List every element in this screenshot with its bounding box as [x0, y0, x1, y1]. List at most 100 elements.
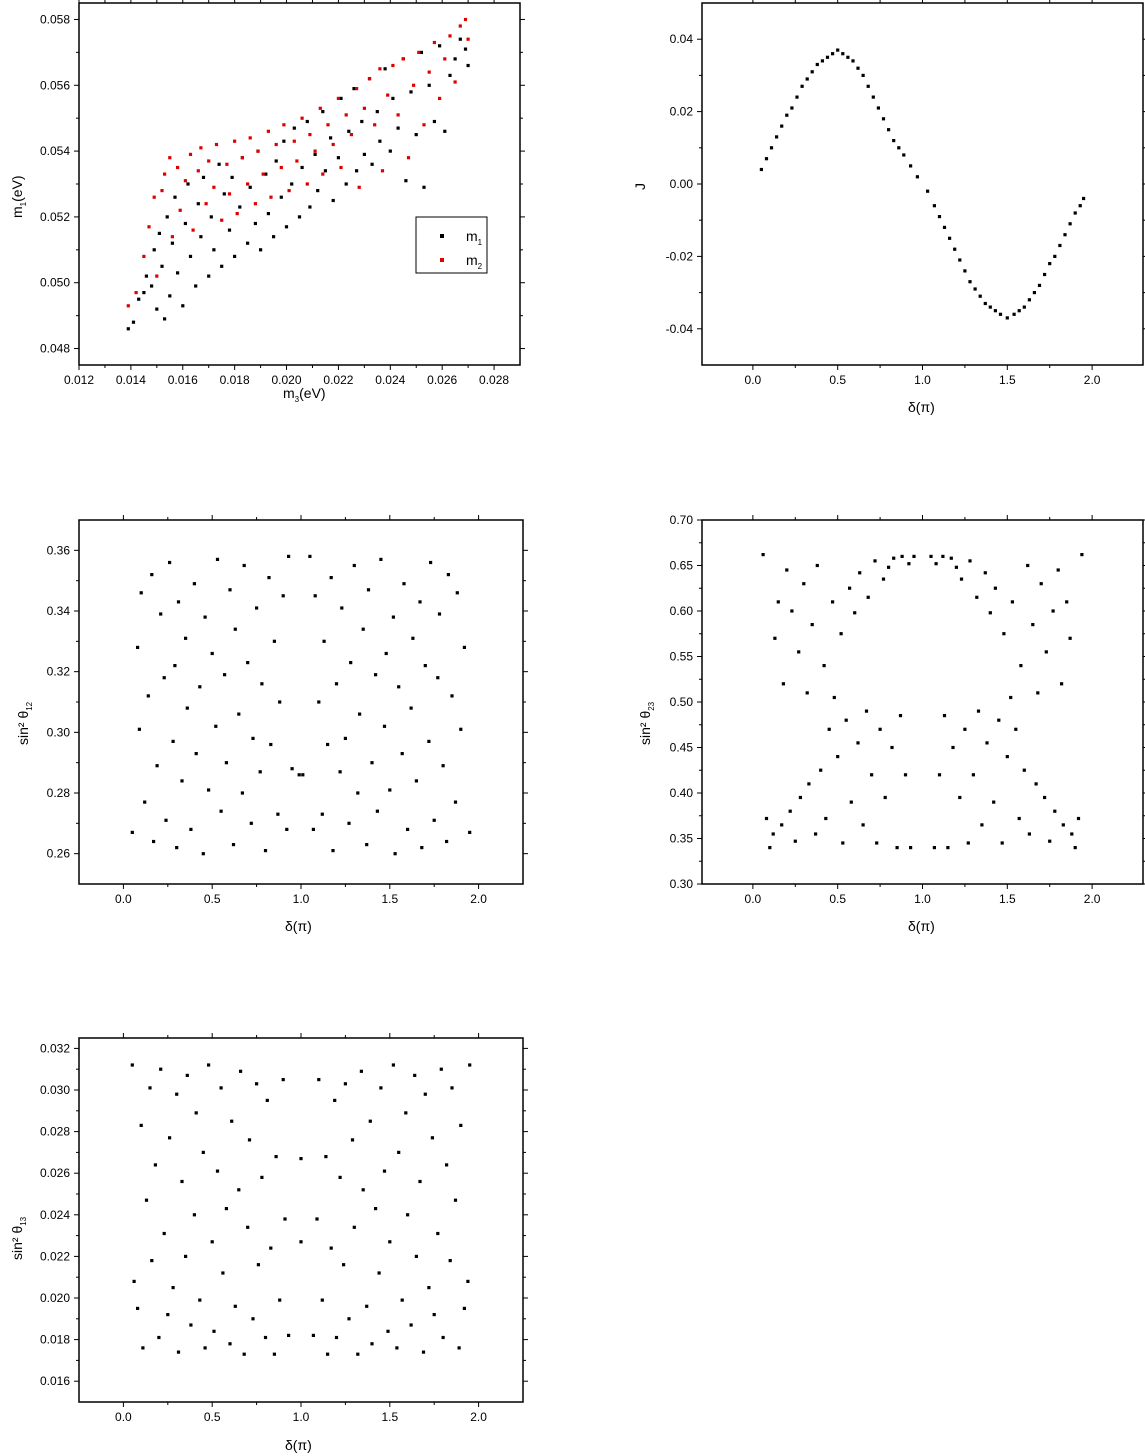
- data-point-series-1: [432, 119, 436, 124]
- data-point: [299, 1157, 303, 1161]
- data-point: [311, 827, 315, 831]
- data-point: [932, 846, 936, 850]
- data-point: [1036, 691, 1040, 695]
- data-point-series-1: [144, 274, 148, 278]
- data-point: [985, 741, 989, 745]
- y-tick-label: -0.04: [666, 322, 694, 336]
- data-point-series-1: [282, 139, 286, 143]
- data-point-series-1: [222, 192, 226, 196]
- data-point: [388, 1240, 392, 1244]
- data-point: [1068, 222, 1072, 226]
- data-point-series-2: [300, 116, 304, 120]
- y-tick-label: 0.28: [47, 786, 71, 800]
- data-point: [361, 1188, 365, 1192]
- data-point: [1073, 846, 1077, 850]
- data-point-series-1: [157, 231, 161, 235]
- data-point-series-1: [142, 291, 146, 295]
- data-point: [215, 1169, 220, 1173]
- data-point: [247, 1138, 252, 1142]
- data-point: [409, 706, 413, 710]
- data-point: [805, 77, 809, 81]
- data-point-series-1: [458, 37, 462, 41]
- y-tick-label: 0.054: [40, 144, 70, 158]
- data-point-series-1: [422, 185, 426, 189]
- data-point: [361, 627, 365, 631]
- data-point-series-2: [176, 165, 180, 170]
- data-point: [841, 52, 845, 56]
- data-point-series-1: [453, 57, 457, 61]
- data-point: [1027, 298, 1031, 302]
- data-point: [466, 1279, 470, 1283]
- data-point: [258, 770, 262, 774]
- data-point-series-2: [427, 70, 431, 74]
- data-point: [418, 1179, 422, 1184]
- data-point: [900, 554, 904, 558]
- data-point-series-2: [282, 123, 286, 127]
- data-point: [781, 682, 785, 686]
- data-point-series-2: [339, 165, 343, 170]
- data-point: [858, 571, 862, 575]
- data-point-series-1: [331, 198, 335, 203]
- data-point: [1009, 695, 1013, 700]
- x-tick-label: 0.0: [115, 1410, 132, 1424]
- x-tick-label: 1.5: [381, 892, 398, 906]
- data-point-series-1: [391, 96, 395, 100]
- data-point: [822, 664, 826, 668]
- data-point: [251, 1317, 255, 1321]
- data-point-series-2: [191, 228, 195, 232]
- data-point-series-1: [362, 152, 366, 156]
- data-point-series-2: [357, 185, 361, 189]
- data-point: [356, 791, 360, 795]
- data-point-series-1: [150, 284, 154, 288]
- data-point: [180, 779, 184, 783]
- data-point: [815, 62, 819, 67]
- data-point: [150, 573, 154, 577]
- data-point: [173, 664, 177, 668]
- data-point: [836, 48, 840, 52]
- data-point: [1043, 272, 1047, 277]
- data-point: [1027, 832, 1031, 836]
- data-point-series-2: [349, 133, 353, 137]
- data-point-series-2: [344, 113, 348, 117]
- data-point-series-1: [352, 87, 356, 91]
- data-point-series-1: [370, 162, 374, 166]
- data-point: [297, 773, 301, 777]
- x-tick-label: 0.014: [116, 373, 146, 387]
- data-point: [228, 588, 232, 592]
- data-point: [441, 1335, 445, 1340]
- data-point: [942, 225, 947, 229]
- panel-J-vs-delta: 0.0 0.5 1.0 1.5 2.0 -0.04 -0.02 0.00 0.02 0.04 δ(…: [632, 0, 1145, 415]
- data-point: [370, 761, 374, 765]
- data-point-series-2: [466, 37, 470, 41]
- data-point: [1080, 553, 1084, 557]
- legend-marker-m2: [440, 258, 444, 262]
- data-point: [776, 600, 780, 604]
- data-point: [864, 709, 869, 713]
- data-point-series-2: [453, 80, 457, 84]
- data-point: [349, 661, 353, 665]
- data-point: [233, 627, 237, 631]
- data-point: [436, 1231, 440, 1236]
- data-point-series-1: [443, 129, 447, 133]
- data-point: [423, 1092, 427, 1096]
- data-point: [285, 827, 289, 831]
- data-point-series-1: [183, 221, 187, 226]
- data-point: [287, 554, 291, 558]
- data-point: [968, 280, 972, 284]
- data-point-series-1: [163, 317, 167, 321]
- data-point: [992, 800, 996, 804]
- data-point: [278, 1298, 282, 1302]
- x-tick-label: 0.028: [479, 373, 509, 387]
- data-point-series-1: [383, 67, 387, 71]
- data-point: [983, 571, 987, 575]
- data-point: [194, 1111, 198, 1115]
- data-point-series-2: [152, 195, 156, 199]
- data-point: [462, 645, 466, 649]
- data-point: [1053, 254, 1057, 258]
- data-point: [192, 1213, 196, 1217]
- data-point-series-2: [412, 83, 416, 87]
- data-point: [201, 852, 205, 856]
- data-point-series-1: [188, 254, 193, 258]
- data-point: [875, 841, 879, 845]
- data-point-series-2: [266, 129, 270, 133]
